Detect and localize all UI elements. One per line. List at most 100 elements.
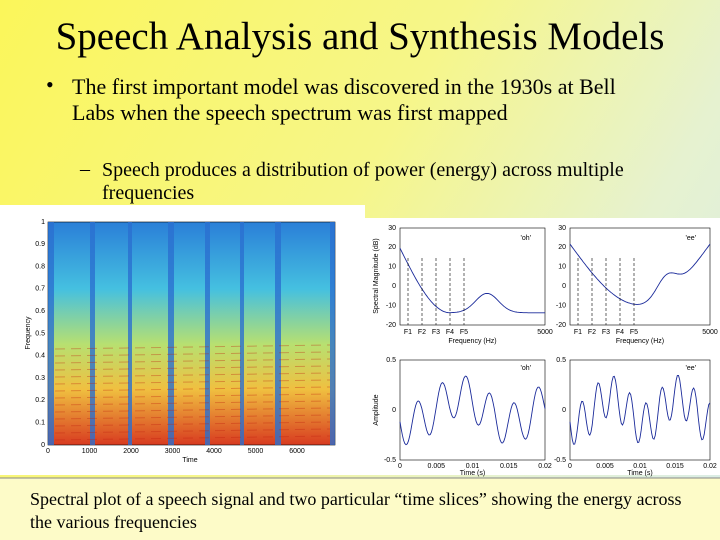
harmonic xyxy=(54,414,331,420)
plot-frame xyxy=(399,227,546,326)
x-axis-label: Frequency (Hz) xyxy=(616,338,664,345)
y-axis-label: Spectral Magnitude (dB) xyxy=(373,238,380,313)
x-tick-label: 0.01 xyxy=(466,463,480,470)
y-tick-label: -0.5 xyxy=(554,457,566,464)
y-axis-label: Frequency xyxy=(25,316,32,350)
bullet: The first important model was discovered… xyxy=(72,74,616,125)
plot-label: 'ee' xyxy=(686,365,696,372)
y-tick-label: 1 xyxy=(41,219,45,226)
silence-stripe xyxy=(330,222,335,445)
y-tick-label: 0.9 xyxy=(35,241,45,248)
silence-stripe xyxy=(48,222,54,445)
y-tick-label: -10 xyxy=(386,302,396,309)
x-tick-label: 0.005 xyxy=(427,463,445,470)
formant-label: F4 xyxy=(446,329,454,336)
plot-label: 'oh' xyxy=(521,365,531,372)
plots-panel xyxy=(365,218,720,475)
y-tick-label: 0.4 xyxy=(35,353,45,360)
x-tick-label: 0.02 xyxy=(538,463,552,470)
x-tick-label: 5000 xyxy=(702,329,718,336)
caption: Spectral plot of a speech signal and two… xyxy=(30,489,682,532)
formant-label: F4 xyxy=(616,329,624,336)
y-tick-label: 0 xyxy=(41,442,45,449)
silence-stripe xyxy=(168,222,174,445)
y-tick-label: 0.6 xyxy=(35,308,45,315)
plot-frame xyxy=(399,359,546,461)
y-tick-label: 10 xyxy=(388,264,396,271)
x-tick-label: 0.02 xyxy=(703,463,717,470)
y-tick-label: 0.1 xyxy=(35,420,45,427)
y-tick-label: 20 xyxy=(388,244,396,251)
harmonic xyxy=(54,400,331,406)
harmonic xyxy=(54,407,331,413)
y-tick-label: 0.3 xyxy=(35,375,45,382)
bullet-marker: • xyxy=(46,72,54,97)
y-tick-label: -20 xyxy=(386,322,396,329)
sub-bullet: Speech produces a distribution of power … xyxy=(102,159,624,204)
formant-label: F2 xyxy=(418,329,426,336)
harmonic xyxy=(54,344,331,350)
harmonic xyxy=(54,393,331,399)
harmonic xyxy=(54,358,331,364)
y-tick-label: 10 xyxy=(558,264,566,271)
y-tick-label: 0 xyxy=(392,283,396,290)
signal-trace xyxy=(569,375,711,445)
x-tick-label: 0 xyxy=(46,448,50,455)
x-tick-label: 5000 xyxy=(248,448,264,455)
y-tick-label: 0.5 xyxy=(386,357,396,364)
y-tick-label: 0.7 xyxy=(35,286,45,293)
silence-stripe xyxy=(90,222,95,445)
harmonic xyxy=(54,428,331,434)
y-tick-label: 0.2 xyxy=(35,397,45,404)
y-tick-label: -0.5 xyxy=(384,457,396,464)
sub-bullet-marker: – xyxy=(80,158,90,180)
harmonic xyxy=(54,386,331,392)
x-tick-label: 0.015 xyxy=(500,463,518,470)
y-tick-label: 20 xyxy=(558,244,566,251)
y-tick-label: -20 xyxy=(556,322,566,329)
formant-label: F1 xyxy=(404,329,412,336)
x-axis-label: Time xyxy=(182,457,197,464)
signal-trace xyxy=(399,247,545,314)
x-axis-label: Time (s) xyxy=(460,470,485,477)
y-tick-label: 0 xyxy=(392,407,396,414)
spectrogram xyxy=(47,221,336,446)
formant-label: F5 xyxy=(630,329,638,336)
x-tick-label: 5000 xyxy=(537,329,553,336)
signal-trace xyxy=(569,243,711,305)
plot-frame xyxy=(569,359,711,461)
harmonic xyxy=(54,372,331,378)
x-tick-label: 2000 xyxy=(123,448,139,455)
formant-label: F3 xyxy=(432,329,440,336)
x-tick-label: 0.005 xyxy=(596,463,614,470)
formant-label: F5 xyxy=(460,329,468,336)
title: Speech Analysis and Synthesis Models xyxy=(55,15,665,58)
y-tick-label: 0 xyxy=(562,407,566,414)
x-tick-label: 1000 xyxy=(82,448,98,455)
y-tick-label: 30 xyxy=(558,225,566,232)
silence-stripe xyxy=(205,222,210,445)
x-tick-label: 4000 xyxy=(206,448,222,455)
y-tick-label: 0.5 xyxy=(556,357,566,364)
formant-label: F3 xyxy=(602,329,610,336)
y-tick-label: 0.8 xyxy=(35,263,45,270)
plot-label: 'oh' xyxy=(521,235,531,242)
silence-stripe xyxy=(240,222,244,445)
plot-label: 'ee' xyxy=(686,235,696,242)
y-axis-label: Amplitude xyxy=(373,394,380,425)
formant-label: F1 xyxy=(574,329,582,336)
x-axis-label: Time (s) xyxy=(627,470,652,477)
silence-stripe xyxy=(275,222,281,445)
x-tick-label: 3000 xyxy=(165,448,181,455)
y-tick-label: 0.5 xyxy=(35,330,45,337)
x-tick-label: 0 xyxy=(398,463,402,470)
x-axis-label: Frequency (Hz) xyxy=(448,338,496,345)
harmonic xyxy=(54,421,331,427)
y-tick-label: 30 xyxy=(388,225,396,232)
signal-trace xyxy=(399,375,546,446)
harmonic xyxy=(54,351,331,357)
silence-stripe xyxy=(128,222,132,445)
x-tick-label: 6000 xyxy=(289,448,305,455)
y-tick-label: -10 xyxy=(556,302,566,309)
